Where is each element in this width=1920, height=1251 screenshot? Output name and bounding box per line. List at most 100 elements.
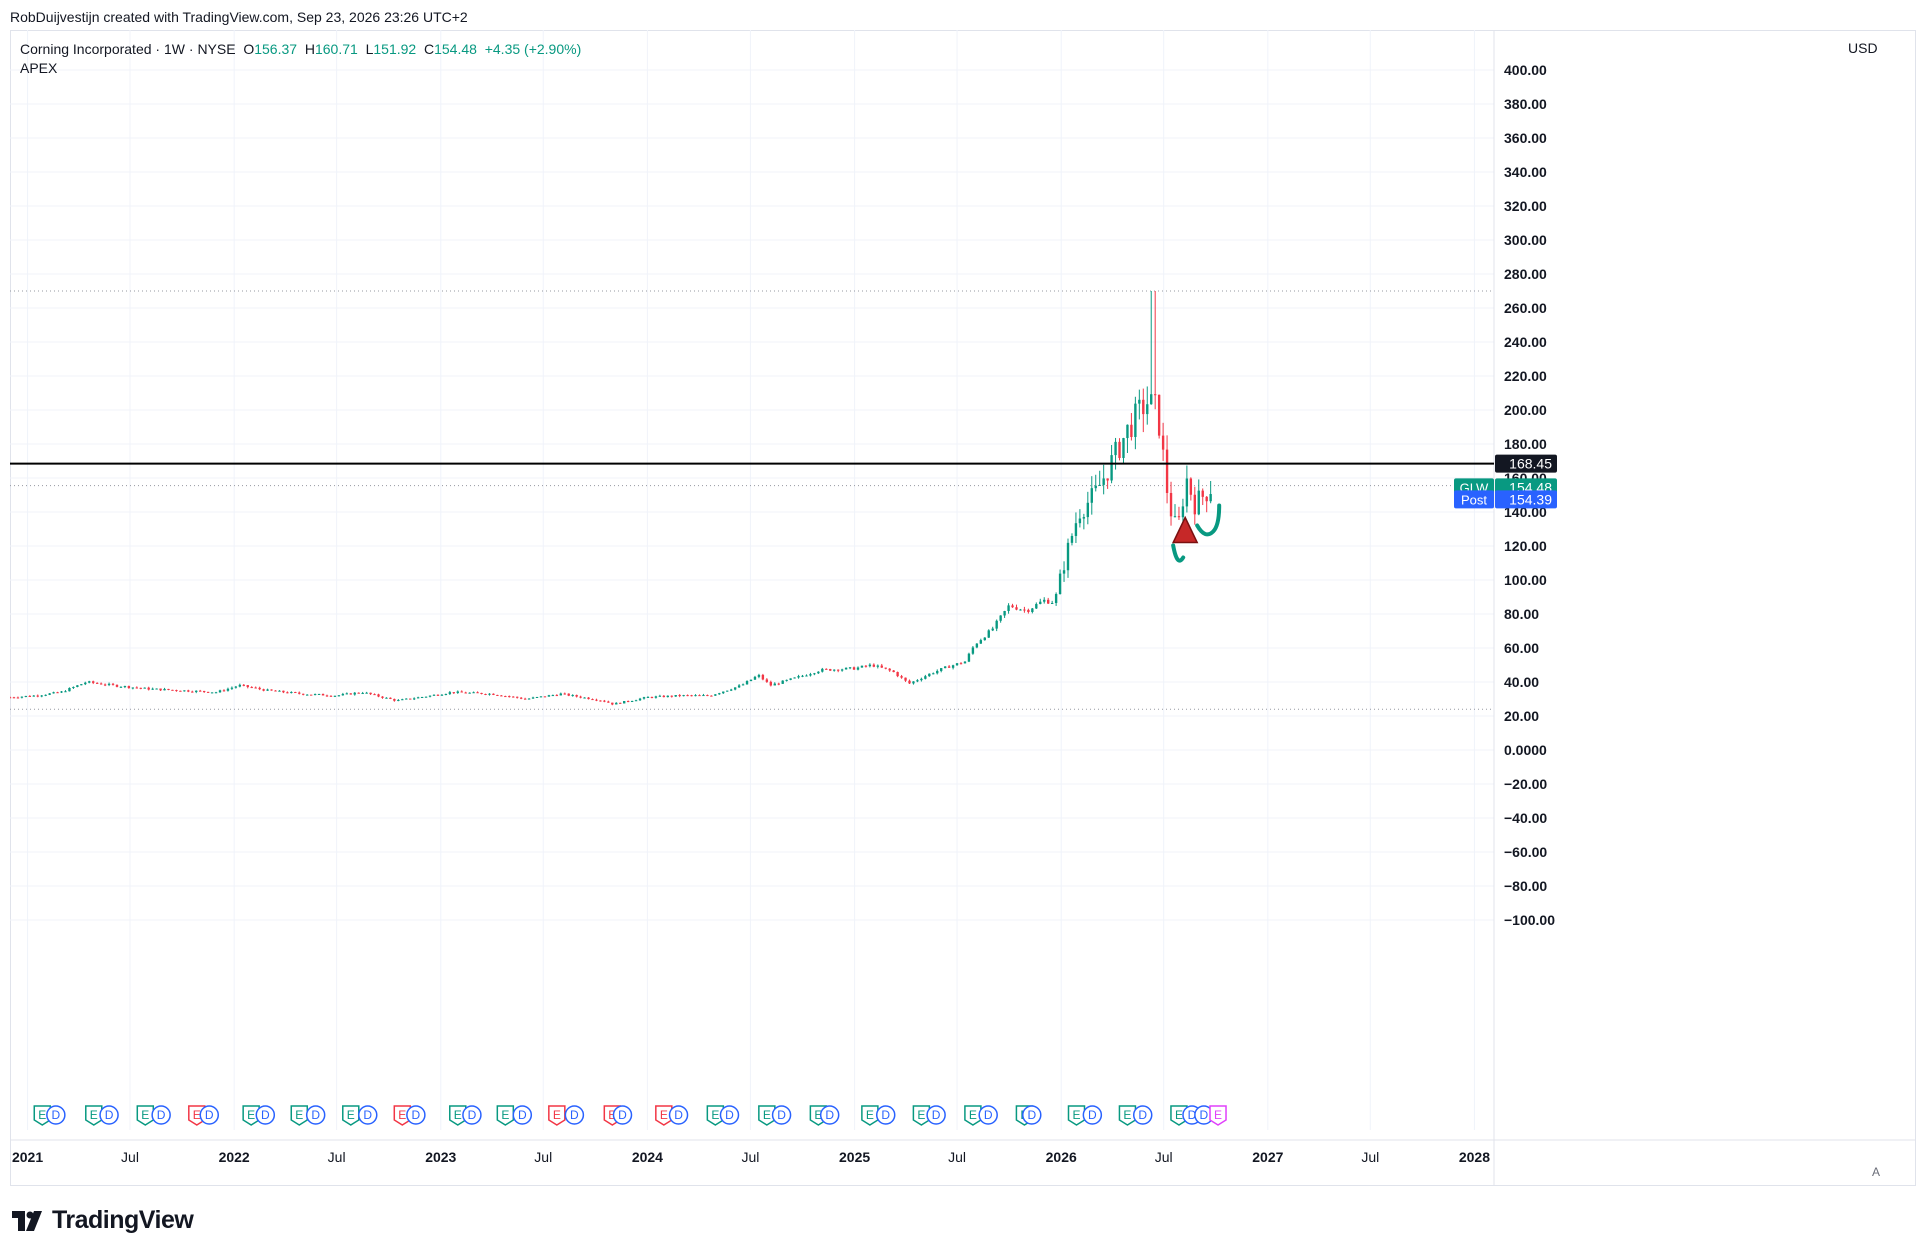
- earnings-marker-icon[interactable]: [758, 1105, 776, 1126]
- dividend-marker-icon[interactable]: [199, 1105, 220, 1125]
- candle-body: [76, 685, 79, 687]
- candle-body: [298, 692, 301, 694]
- chart-attribution: RobDuijvestijn created with TradingView.…: [10, 9, 468, 25]
- candle-body: [781, 680, 784, 684]
- earnings-marker-icon[interactable]: [290, 1105, 309, 1126]
- candle-body: [872, 664, 876, 667]
- earnings-marker-icon[interactable]: [1209, 1105, 1227, 1126]
- dividend-marker-letter: D: [468, 1108, 477, 1122]
- candle-body: [896, 672, 899, 677]
- earnings-marker-icon[interactable]: [1067, 1105, 1086, 1126]
- auto-scale-button[interactable]: A: [1871, 1165, 1880, 1179]
- candle-body: [595, 699, 598, 701]
- candle-body: [99, 683, 103, 685]
- dividend-marker-icon[interactable]: [99, 1105, 119, 1125]
- earnings-marker-icon[interactable]: [449, 1105, 467, 1126]
- dividend-marker-letter: D: [311, 1108, 320, 1122]
- earnings-marker-icon[interactable]: [964, 1105, 982, 1126]
- dividend-marker-letter: D: [412, 1108, 421, 1122]
- x-tick-label: Jul: [741, 1149, 759, 1165]
- earnings-marker-icon[interactable]: [242, 1105, 260, 1126]
- dividend-marker-icon[interactable]: [1022, 1105, 1042, 1125]
- x-tick-label: Jul: [328, 1149, 346, 1165]
- candle-body: [436, 694, 440, 696]
- candle-body: [199, 690, 202, 692]
- candle-body: [1094, 485, 1097, 489]
- earnings-marker-icon[interactable]: [136, 1105, 155, 1126]
- dividend-marker-icon[interactable]: [875, 1105, 896, 1125]
- dividend-marker-icon[interactable]: [564, 1105, 585, 1125]
- indicator-name[interactable]: APEX: [20, 60, 58, 76]
- earnings-marker-icon[interactable]: [33, 1105, 52, 1126]
- candle-body: [10, 697, 12, 699]
- earnings-marker-icon[interactable]: [85, 1105, 103, 1126]
- earnings-marker-icon[interactable]: [393, 1105, 412, 1126]
- candle-body: [611, 702, 614, 705]
- candle-body: [464, 692, 467, 694]
- earnings-marker-icon[interactable]: [342, 1105, 360, 1126]
- candle-body: [924, 676, 927, 679]
- dividend-marker-icon[interactable]: [406, 1105, 426, 1125]
- candle-body: [1082, 517, 1086, 519]
- dividend-marker-icon[interactable]: [719, 1105, 740, 1125]
- candle-body: [155, 688, 158, 690]
- earnings-marker-icon[interactable]: [496, 1105, 515, 1126]
- candle-body: [12, 697, 16, 699]
- candle-body: [325, 695, 329, 697]
- earnings-marker-icon[interactable]: [912, 1105, 931, 1126]
- candle-body: [670, 695, 673, 697]
- dividend-marker-letter: D: [205, 1108, 214, 1122]
- dividend-marker-icon[interactable]: [358, 1105, 378, 1125]
- earnings-marker-icon[interactable]: [548, 1105, 566, 1126]
- currency-label[interactable]: USD: [1848, 40, 1878, 56]
- candle-body: [1177, 516, 1181, 518]
- candle-body: [405, 698, 408, 700]
- dividend-marker-icon[interactable]: [151, 1105, 171, 1125]
- earnings-marker-icon[interactable]: [1118, 1105, 1137, 1126]
- y-tick-label: 400.00: [1504, 62, 1547, 78]
- candle-body: [698, 695, 701, 697]
- candle-body: [943, 666, 947, 669]
- dividend-marker-icon[interactable]: [612, 1105, 633, 1125]
- candle-body: [456, 691, 459, 693]
- candle-body: [619, 702, 622, 704]
- candle-body: [488, 693, 491, 695]
- candle-body: [1173, 516, 1177, 518]
- earnings-marker-icon[interactable]: [1170, 1105, 1188, 1126]
- candle-body: [757, 674, 761, 677]
- x-tick-label: Jul: [534, 1149, 552, 1165]
- dividend-marker-icon[interactable]: [668, 1105, 689, 1125]
- price-chart[interactable]: 400.00 380.00 360.00 340.00 320.00 300.00 280.…: [10, 30, 1916, 1186]
- candle-body: [1086, 502, 1090, 518]
- x-tick-label: Jul: [948, 1149, 966, 1165]
- candle-body: [1130, 424, 1133, 438]
- earnings-marker-icon[interactable]: [706, 1105, 725, 1126]
- dividend-marker-icon[interactable]: [305, 1105, 326, 1125]
- candle-body: [393, 698, 396, 701]
- dividend-marker-icon[interactable]: [1082, 1105, 1103, 1125]
- dividend-marker-icon[interactable]: [255, 1105, 276, 1125]
- candle-body: [995, 620, 998, 629]
- earnings-marker-letter: E: [814, 1108, 822, 1122]
- earnings-marker-letter: E: [247, 1108, 255, 1122]
- candle-body: [167, 688, 170, 690]
- dividend-marker-icon[interactable]: [771, 1105, 792, 1125]
- dividend-marker-icon[interactable]: [1132, 1105, 1153, 1125]
- dividend-marker-icon[interactable]: [926, 1105, 946, 1125]
- symbol-interval[interactable]: 1W: [163, 41, 185, 57]
- dividend-marker-icon[interactable]: [819, 1105, 840, 1125]
- candle-body: [603, 700, 606, 702]
- dividend-marker-icon[interactable]: [46, 1105, 66, 1125]
- dividend-marker-icon[interactable]: [512, 1105, 533, 1125]
- candle-body: [107, 683, 111, 685]
- y-tick-label: 320.00: [1504, 198, 1547, 214]
- earnings-marker-icon[interactable]: [655, 1105, 673, 1126]
- candle-body: [963, 661, 967, 664]
- candle-body: [702, 695, 705, 697]
- close-label: C: [423, 41, 435, 57]
- candle-body: [468, 692, 471, 694]
- earnings-marker-icon[interactable]: [861, 1105, 879, 1126]
- symbol-name[interactable]: Corning Incorporated: [20, 41, 152, 57]
- dividend-marker-icon[interactable]: [978, 1105, 998, 1125]
- dividend-marker-icon[interactable]: [462, 1105, 482, 1125]
